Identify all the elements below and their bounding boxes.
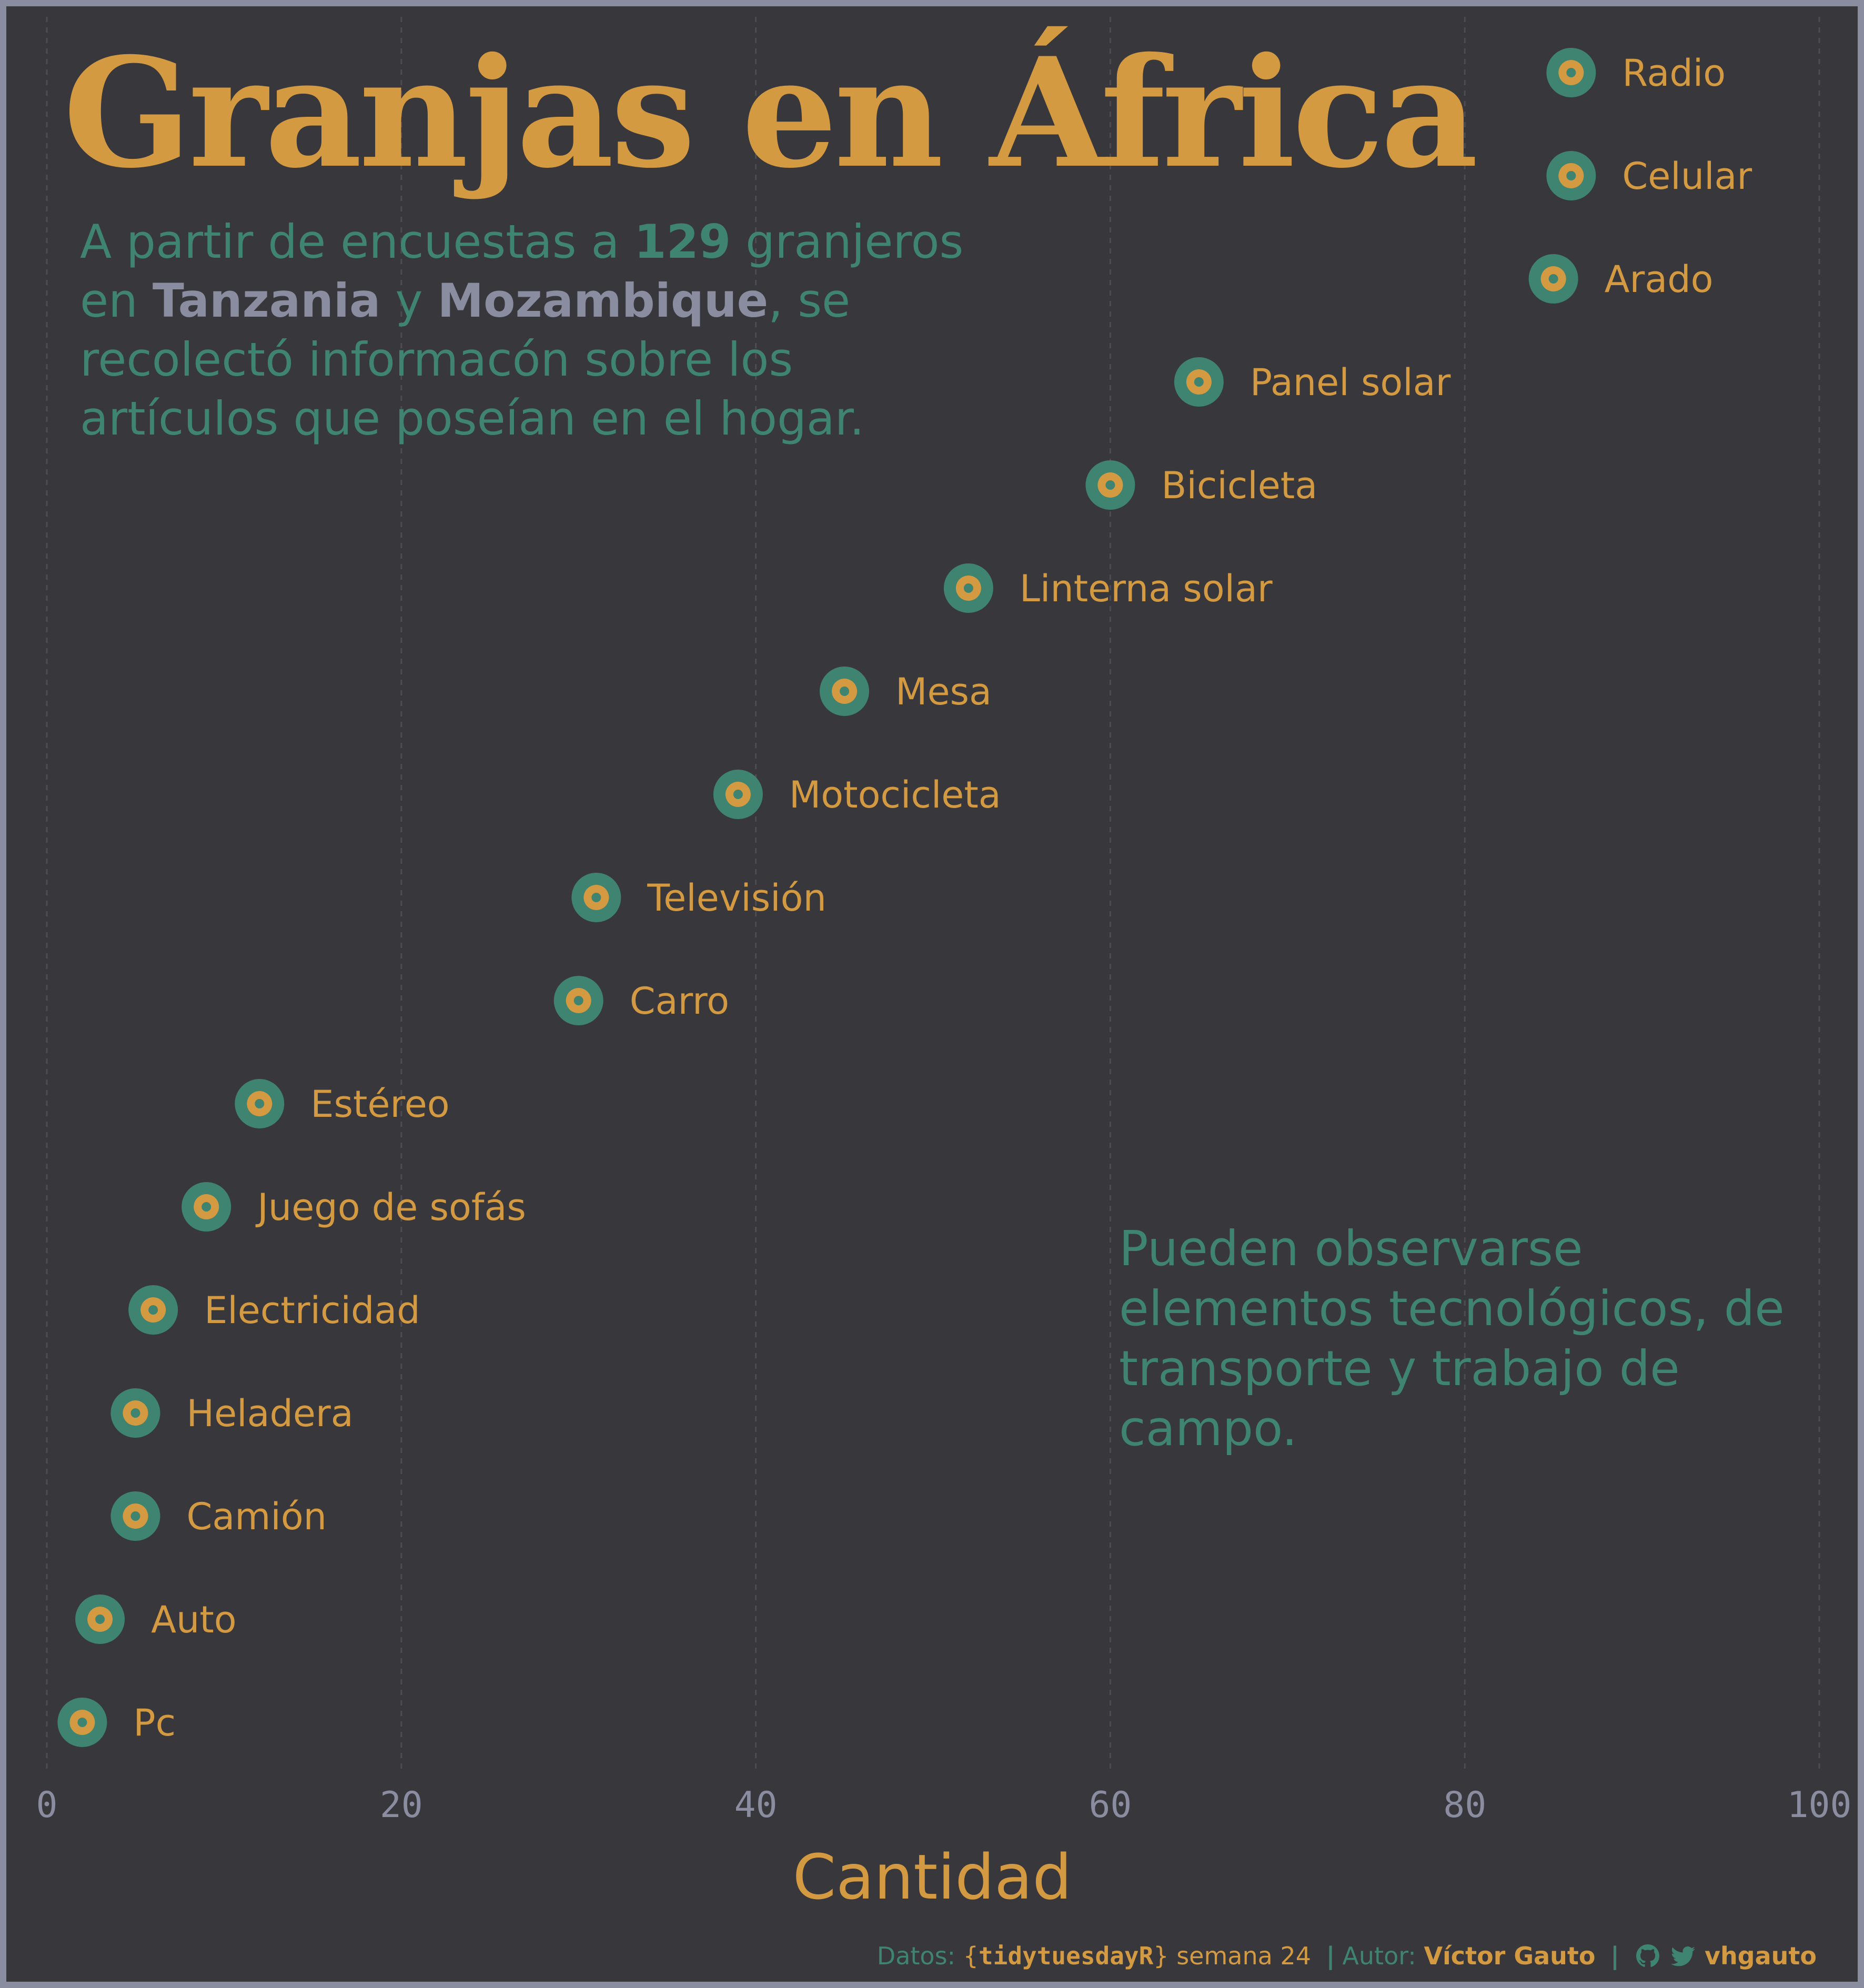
point-label: Estéreo [310,1083,449,1126]
point-marker-center [591,893,601,902]
point-label: Linterna solar [1020,567,1273,610]
point-marker-center [1105,480,1115,490]
point-label: Auto [151,1598,237,1641]
subtitle-country-2: Mozambique [437,274,769,328]
point-marker-center [1548,274,1558,284]
data-point: Auto [75,1595,237,1644]
data-point: Panel solar [1174,357,1451,407]
subtitle-text-3: y [380,274,438,328]
caption-separator-1: | [1326,1942,1335,1970]
x-tick-label: 100 [1787,1784,1852,1826]
x-tick-label: 0 [36,1784,58,1826]
point-label: Bicicleta [1161,464,1317,507]
point-marker-center [1194,377,1204,387]
point-marker-center [130,1408,140,1418]
github-icon [1627,1943,1669,1970]
subtitle-text-2: granjeros en [80,215,964,328]
caption-author: Víctor Gauto [1424,1942,1596,1970]
data-point: Carro [553,976,729,1025]
point-marker-center [1566,68,1576,77]
data-point: Electricidad [128,1285,420,1335]
data-point: Arado [1528,254,1714,304]
point-label: Juego de sofás [255,1186,526,1229]
point-label: Carro [630,980,729,1023]
point-marker-center [573,996,583,1005]
point-label: Celular [1622,155,1752,198]
point-label: Pc [133,1701,176,1744]
point-label: Panel solar [1250,361,1451,404]
point-marker-center [77,1718,87,1727]
data-point: Motocicleta [713,770,1001,819]
data-point: Linterna solar [943,563,1273,613]
subtitle-text-1: A partir de encuestas a [80,215,634,269]
caption-brace-open: { [963,1942,979,1970]
data-point: Mesa [820,667,992,716]
point-label: Arado [1605,258,1714,301]
caption-separator-2: | [1610,1942,1619,1970]
data-point: Juego de sofás [182,1182,526,1232]
point-marker-center [201,1202,211,1212]
x-axis-ticks: 0 20 40 60 80 100 [36,1784,1852,1826]
point-label: Radio [1622,52,1726,95]
point-marker-center [95,1614,105,1624]
point-marker-center [148,1305,158,1315]
point-label: Electricidad [204,1289,420,1332]
data-point: Estéreo [235,1079,450,1128]
data-point: Pc [57,1698,176,1747]
x-tick-label: 60 [1089,1784,1132,1826]
point-label: Heladera [186,1392,353,1435]
caption-autor-label: Autor: [1342,1942,1416,1970]
point-label: Televisión [647,876,826,920]
caption-datos-label: Datos: [876,1942,956,1970]
chart-title: Granjas en África [63,25,1478,201]
caption-brace-close: } [1153,1942,1169,1970]
data-point: Televisión [571,873,827,922]
data-points: Radio Celular Arado Panel solar Bicicleta Lin… [57,48,1752,1747]
data-point: Camión [110,1491,327,1541]
subtitle-country-1: Tanzania [152,274,381,328]
point-label: Camión [186,1495,327,1538]
point-marker-center [130,1511,140,1521]
point-label: Motocicleta [789,773,1001,816]
grid-lines [46,17,1820,1769]
data-point: Heladera [110,1388,354,1438]
caption: Datos: {tidytuesdayR} semana 24 | Autor: … [877,1941,1817,1972]
x-axis-label: Cantidad [793,1841,1072,1913]
point-label: Mesa [895,670,992,713]
chart-panel: 0 20 40 60 80 100 Radio Celular Arado Panel sola… [6,6,1858,1982]
data-point: Radio [1546,48,1726,97]
caption-handle: vhgauto [1704,1942,1817,1970]
chart-annotation: Pueden observarse elementos tecnológicos… [1119,1220,1785,1457]
point-marker-center [963,583,973,593]
subtitle-count: 129 [634,215,731,269]
x-tick-label: 40 [734,1784,778,1826]
point-marker-center [255,1099,265,1108]
x-tick-label: 80 [1443,1784,1486,1826]
twitter-icon [1669,1943,1705,1970]
caption-week: semana 24 [1176,1942,1311,1970]
point-marker-center [733,790,743,799]
chart-svg: 0 20 40 60 80 100 Radio Celular Arado Panel sola… [36,17,1852,1913]
chart-subtitle: A partir de encuestas a 129 granjeros en… [80,213,974,448]
data-point: Bicicleta [1085,460,1317,510]
point-marker-center [1566,171,1576,180]
subtitle-text-4: , se recolectó informacón sobre los artí… [80,274,864,446]
point-marker-center [840,687,850,696]
x-tick-label: 20 [380,1784,423,1826]
caption-source: tidytuesdayR [978,1942,1154,1970]
data-point: Celular [1546,151,1752,200]
